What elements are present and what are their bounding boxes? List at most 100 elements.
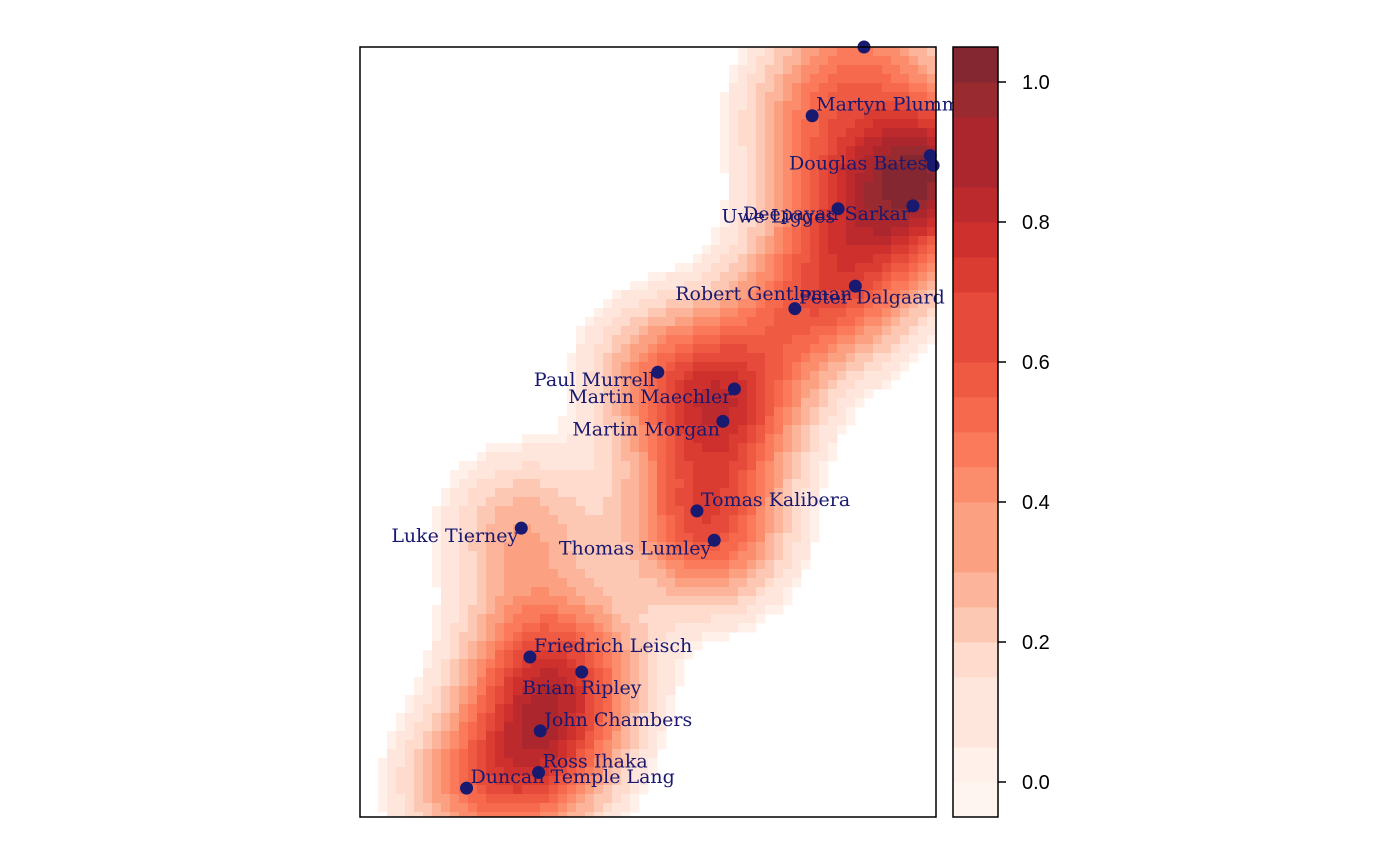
heatmap-cell — [729, 551, 739, 561]
heatmap-cell — [855, 263, 865, 273]
heatmap-cell — [621, 668, 631, 678]
heatmap-cell — [747, 218, 757, 228]
heatmap-cell — [882, 182, 892, 192]
heatmap-cell — [918, 290, 928, 300]
heatmap-cell — [819, 479, 829, 489]
heatmap-cell — [765, 218, 775, 228]
heatmap-cell — [873, 83, 883, 93]
heatmap-cell — [909, 272, 919, 282]
heatmap-cell — [594, 515, 604, 525]
heatmap-cell — [549, 623, 559, 633]
heatmap-cell — [756, 398, 766, 408]
heatmap-cell — [774, 74, 784, 84]
heatmap-cell — [747, 578, 757, 588]
heatmap-cell — [477, 623, 487, 633]
heatmap-cell — [720, 119, 730, 129]
heatmap-cell — [729, 119, 739, 129]
heatmap-cell — [648, 722, 658, 732]
heatmap-cell — [432, 695, 442, 705]
heatmap-cell — [756, 263, 766, 273]
heatmap-cell — [837, 191, 847, 201]
heatmap-cell — [504, 686, 514, 696]
heatmap-cell — [612, 488, 622, 498]
heatmap-cell — [657, 362, 667, 372]
heatmap-cell — [531, 641, 541, 651]
heatmap-cell — [873, 146, 883, 156]
heatmap-cell — [387, 740, 397, 750]
heatmap-cell — [756, 47, 766, 57]
heatmap-cell — [468, 470, 478, 480]
heatmap-cell — [666, 605, 676, 615]
heatmap-cell — [900, 335, 910, 345]
heatmap-cell — [774, 335, 784, 345]
heatmap-cell — [621, 812, 631, 817]
heatmap-cell — [594, 704, 604, 714]
heatmap-cell — [810, 101, 820, 111]
heatmap-cell — [603, 335, 613, 345]
heatmap-cell — [450, 632, 460, 642]
heatmap-cell — [522, 587, 532, 597]
heatmap-cell — [819, 56, 829, 66]
heatmap-cell — [711, 479, 721, 489]
heatmap-cell — [810, 470, 820, 480]
heatmap-cell — [846, 344, 856, 354]
heatmap-cell — [414, 713, 424, 723]
heatmap-cell — [837, 326, 847, 336]
heatmap-cell — [756, 191, 766, 201]
heatmap-cell — [864, 209, 874, 219]
heatmap-cell — [522, 623, 532, 633]
heatmap-cell — [603, 299, 613, 309]
heatmap-cell — [693, 407, 703, 417]
point-label: Tomas Kalibera — [701, 489, 850, 511]
heatmap-cell — [792, 245, 802, 255]
heatmap-cell — [540, 686, 550, 696]
heatmap-cell — [765, 290, 775, 300]
heatmap-cell — [396, 758, 406, 768]
heatmap-cell — [522, 632, 532, 642]
heatmap-cell — [765, 56, 775, 66]
heatmap-cell — [801, 182, 811, 192]
heatmap-cell — [909, 254, 919, 264]
heatmap-cell — [567, 596, 577, 606]
heatmap-cell — [729, 65, 739, 75]
heatmap-cell — [810, 299, 820, 309]
heatmap-cell — [558, 587, 568, 597]
heatmap-cell — [540, 605, 550, 615]
heatmap-cell — [882, 263, 892, 273]
heatmap-cell — [792, 533, 802, 543]
heatmap-cell — [702, 623, 712, 633]
heatmap-cell — [459, 470, 469, 480]
heatmap-cell — [396, 749, 406, 759]
heatmap-cell — [459, 659, 469, 669]
heatmap-cell — [468, 605, 478, 615]
heatmap-cell — [648, 758, 658, 768]
heatmap-cell — [693, 497, 703, 507]
heatmap-cell — [720, 605, 730, 615]
heatmap-cell — [792, 461, 802, 471]
heatmap-cell — [810, 119, 820, 129]
heatmap-cell — [729, 578, 739, 588]
heatmap-cell — [648, 515, 658, 525]
heatmap-cell — [792, 182, 802, 192]
heatmap-cell — [612, 785, 622, 795]
heatmap-cell — [639, 362, 649, 372]
heatmap-cell — [621, 416, 631, 426]
heatmap-cell — [729, 164, 739, 174]
heatmap-cell — [414, 803, 424, 813]
heatmap-cell — [909, 155, 919, 165]
heatmap-cell — [675, 668, 685, 678]
heatmap-cell — [558, 479, 568, 489]
heatmap-cell — [477, 695, 487, 705]
heatmap-cell — [828, 299, 838, 309]
heatmap-cell — [666, 560, 676, 570]
heatmap-cell — [837, 362, 847, 372]
heatmap-cell — [774, 263, 784, 273]
colorbar-tick-label: 0.6 — [1022, 352, 1050, 374]
heatmap-cell — [612, 704, 622, 714]
heatmap-cell — [765, 434, 775, 444]
heatmap-cell — [846, 173, 856, 183]
heatmap-cell — [441, 614, 451, 624]
heatmap-cell — [783, 542, 793, 552]
heatmap-cell — [576, 326, 586, 336]
heatmap-cell — [738, 542, 748, 552]
